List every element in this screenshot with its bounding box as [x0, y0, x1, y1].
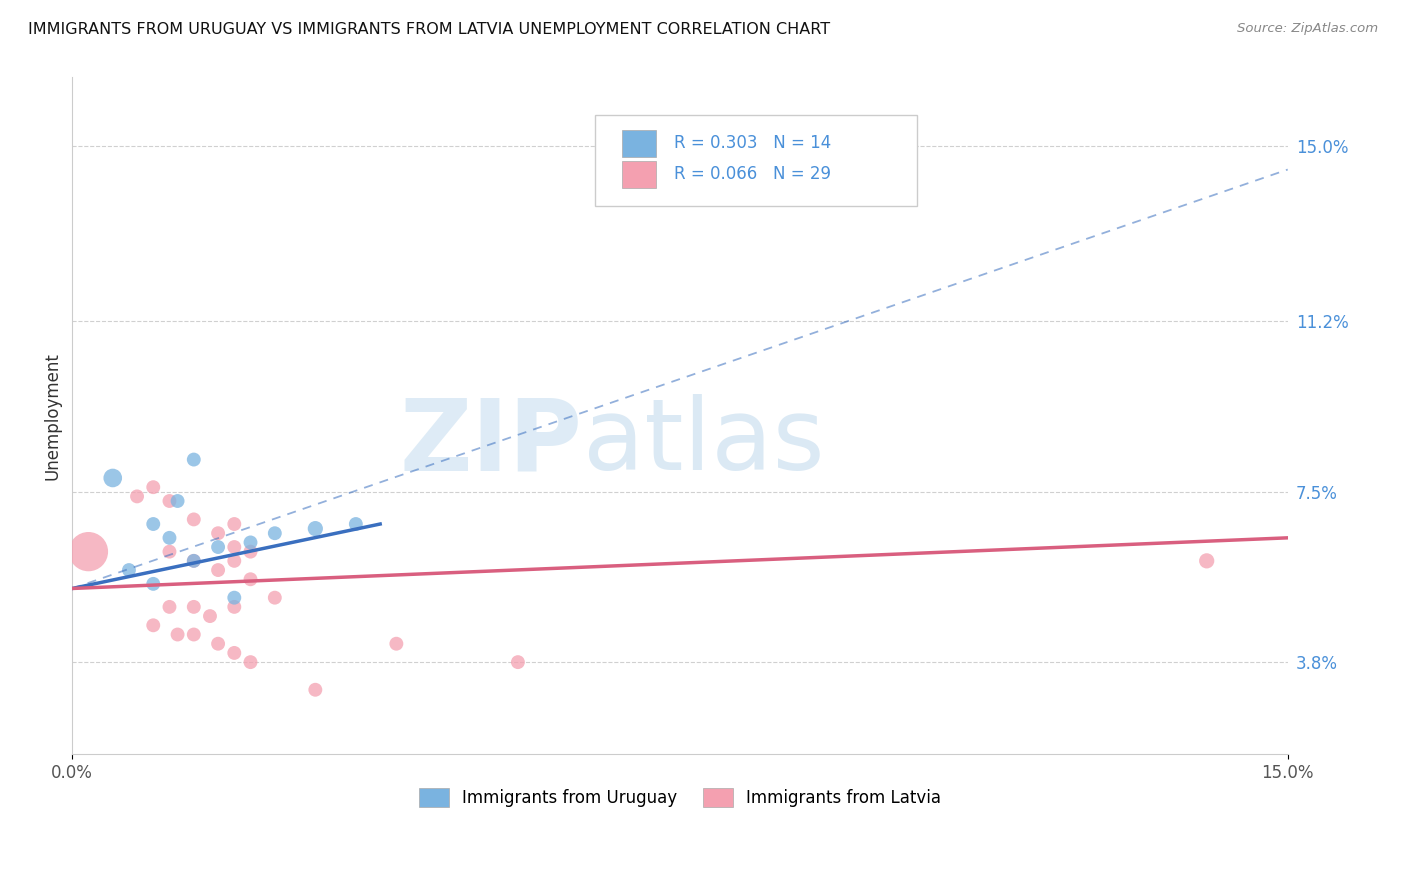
Point: [239, 655, 262, 669]
Point: [142, 516, 165, 531]
Point: [77, 544, 100, 558]
Point: [183, 452, 205, 467]
Point: [263, 591, 285, 605]
Text: IMMIGRANTS FROM URUGUAY VS IMMIGRANTS FROM LATVIA UNEMPLOYMENT CORRELATION CHART: IMMIGRANTS FROM URUGUAY VS IMMIGRANTS FR…: [28, 22, 831, 37]
Point: [239, 572, 262, 586]
Point: [304, 682, 326, 697]
Point: [1195, 554, 1218, 568]
Text: ZIP: ZIP: [399, 394, 582, 491]
Point: [207, 540, 229, 554]
Point: [142, 480, 165, 494]
Point: [344, 516, 367, 531]
Y-axis label: Unemployment: Unemployment: [44, 351, 60, 480]
Legend: Immigrants from Uruguay, Immigrants from Latvia: Immigrants from Uruguay, Immigrants from…: [412, 781, 948, 814]
Point: [385, 637, 408, 651]
Point: [125, 489, 148, 503]
Point: [207, 563, 229, 577]
Point: [159, 544, 181, 558]
Point: [224, 599, 246, 614]
Point: [159, 531, 181, 545]
FancyBboxPatch shape: [621, 129, 655, 157]
Point: [506, 655, 529, 669]
Point: [239, 535, 262, 549]
Point: [101, 471, 124, 485]
Point: [207, 526, 229, 541]
Point: [166, 494, 188, 508]
FancyBboxPatch shape: [595, 115, 917, 206]
Point: [183, 512, 205, 526]
Point: [183, 627, 205, 641]
Point: [198, 609, 221, 624]
Point: [159, 494, 181, 508]
Text: Source: ZipAtlas.com: Source: ZipAtlas.com: [1237, 22, 1378, 36]
Point: [142, 618, 165, 632]
Point: [166, 627, 188, 641]
Point: [304, 522, 326, 536]
Point: [207, 637, 229, 651]
Point: [224, 516, 246, 531]
Point: [183, 599, 205, 614]
Point: [118, 563, 141, 577]
Point: [224, 646, 246, 660]
Point: [263, 526, 285, 541]
Point: [224, 540, 246, 554]
FancyBboxPatch shape: [621, 161, 655, 187]
Point: [183, 554, 205, 568]
Text: atlas: atlas: [582, 394, 824, 491]
Point: [159, 599, 181, 614]
Point: [142, 577, 165, 591]
Point: [224, 591, 246, 605]
Point: [224, 554, 246, 568]
Text: R = 0.303   N = 14: R = 0.303 N = 14: [673, 134, 831, 153]
Point: [183, 554, 205, 568]
Point: [239, 544, 262, 558]
Text: R = 0.066   N = 29: R = 0.066 N = 29: [673, 165, 831, 183]
